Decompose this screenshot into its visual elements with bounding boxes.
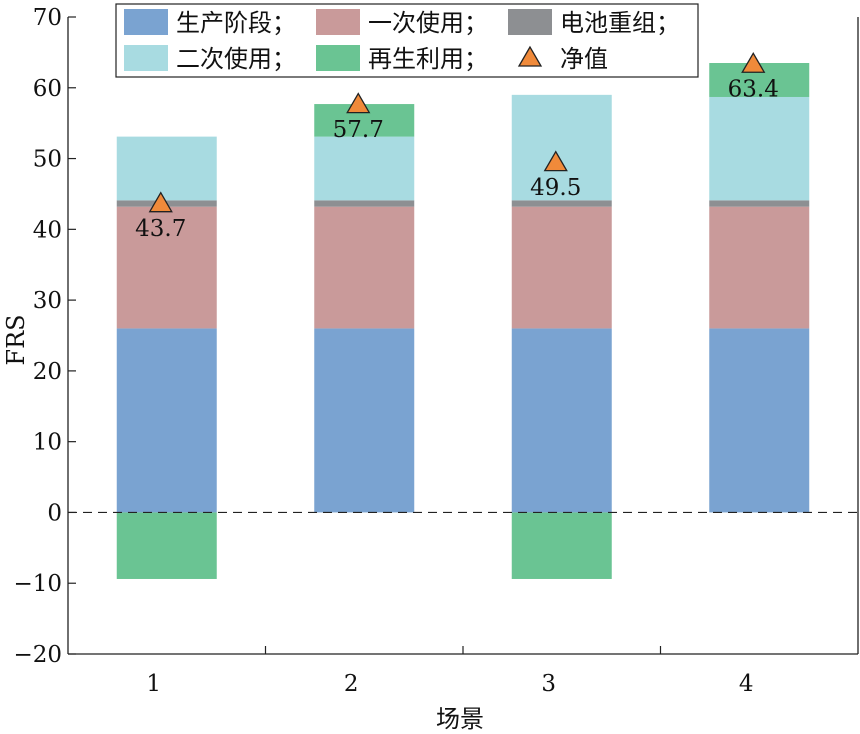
x-axis-label: 场景 [436, 705, 484, 733]
bar-segment-scenario-2-series-2 [314, 206, 415, 329]
x-tick-label: 2 [344, 671, 359, 697]
y-tick-label: −10 [13, 571, 62, 597]
legend-label: 电池重组； [560, 9, 680, 37]
net-value-label: 57.7 [333, 117, 384, 143]
bar-segment-scenario-3-series-2 [511, 206, 612, 329]
net-marker-scenario-1 [148, 191, 173, 213]
bar-segment-scenario-3-series-5 [511, 512, 612, 579]
bar-segment-scenario-4-series-3 [709, 200, 810, 207]
bar-segment-scenario-2-series-1 [314, 328, 415, 513]
legend-swatch [124, 9, 168, 35]
x-tick-label: 3 [541, 671, 556, 697]
y-tick-label: 50 [33, 147, 62, 173]
net-value-label: 49.5 [530, 175, 581, 201]
bar-segment-scenario-4-series-1 [709, 328, 810, 513]
bar-segment-scenario-2-series-4 [314, 136, 415, 201]
y-tick-label: 30 [33, 288, 62, 314]
bar-segment-scenario-3-series-4 [511, 94, 612, 201]
y-tick-label: 70 [33, 5, 62, 31]
net-value-label: 43.7 [135, 216, 186, 242]
net-marker-scenario-2 [346, 92, 371, 114]
y-tick-label: −20 [13, 642, 62, 668]
legend-label: 二次使用； [176, 45, 296, 73]
legend-swatch [124, 45, 168, 71]
legend-label: 一次使用； [368, 9, 488, 37]
legend-triangle-icon [517, 45, 543, 67]
x-tick-label: 1 [146, 671, 161, 697]
bar-segment-scenario-3-series-1 [511, 328, 612, 513]
y-tick-label: 60 [33, 76, 62, 102]
y-tick-label: 40 [33, 217, 62, 243]
legend-swatch [508, 9, 552, 35]
y-tick-label: 0 [47, 500, 62, 526]
net-value-label: 63.4 [728, 77, 779, 103]
bar-segment-scenario-2-series-3 [314, 200, 415, 207]
bars-layer [116, 63, 810, 579]
legend-label: 生产阶段； [176, 9, 296, 37]
legend-label: 再生利用； [368, 45, 488, 73]
net-marker-scenario-4 [741, 51, 766, 73]
net-markers-layer: 43.7 57.7 49.5 63.4 [135, 51, 779, 242]
legend-label: 净值 [560, 45, 608, 73]
legend-swatch [316, 9, 360, 35]
y-tick-label: 10 [33, 430, 62, 456]
x-tick-label: 4 [739, 671, 754, 697]
bar-segment-scenario-4-series-2 [709, 206, 810, 329]
y-tick-label: 20 [33, 359, 62, 385]
net-marker-scenario-3 [543, 150, 568, 172]
bar-segment-scenario-1-series-1 [116, 328, 217, 513]
legend: 生产阶段； 一次使用； 电池重组； 二次使用； 再生利用； 净值 [115, 3, 699, 78]
axes-layer: −20 −10 0 10 20 30 40 50 60 70 1 2 3 4 [13, 5, 859, 697]
bar-segment-scenario-3-series-3 [511, 200, 612, 207]
bar-segment-scenario-4-series-4 [709, 96, 810, 201]
bar-segment-scenario-1-series-4 [116, 136, 217, 201]
legend-swatch [316, 45, 360, 71]
y-axis-label: FRS [2, 314, 30, 365]
bar-segment-scenario-1-series-2 [116, 206, 217, 329]
legend-box [115, 3, 699, 78]
bar-segment-scenario-1-series-5 [116, 512, 217, 579]
